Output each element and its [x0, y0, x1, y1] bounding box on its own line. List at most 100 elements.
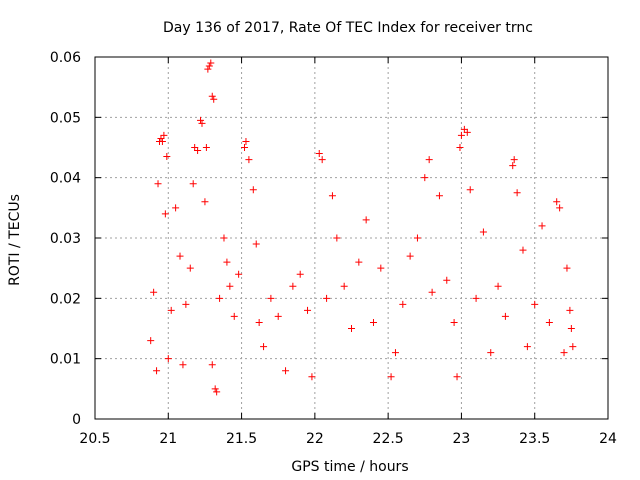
x-tick-label: 23: [453, 431, 471, 447]
data-point: [235, 270, 243, 278]
data-point: [428, 288, 436, 296]
data-point: [208, 92, 216, 100]
data-point: [479, 228, 487, 236]
data-point: [153, 367, 161, 375]
data-point: [191, 144, 199, 151]
y-axis-label: ROTI / TECUs: [7, 194, 23, 286]
data-point: [513, 189, 521, 197]
data-point: [267, 294, 275, 302]
data-point: [421, 174, 429, 182]
x-tick-label: 22.5: [373, 431, 404, 447]
x-tick-label: 23.5: [519, 431, 550, 447]
data-point: [198, 119, 206, 127]
data-point: [510, 156, 518, 164]
data-point: [563, 264, 571, 272]
y-tick-label: 0.06: [50, 50, 81, 66]
data-point: [230, 312, 238, 320]
y-tick-label: 0.01: [50, 352, 81, 368]
x-tick-label: 24: [599, 431, 617, 447]
data-point: [147, 337, 155, 345]
data-point: [245, 156, 253, 164]
data-point: [304, 306, 312, 314]
data-point: [425, 156, 433, 164]
data-point: [466, 186, 474, 194]
data-point: [560, 349, 568, 357]
data-point: [157, 134, 165, 142]
y-tick-label: 0.03: [50, 231, 81, 247]
data-point: [463, 128, 471, 136]
grid-lines: [95, 57, 608, 419]
data-point: [216, 294, 224, 302]
data-point: [220, 234, 228, 242]
data-point: [348, 325, 355, 332]
data-point: [556, 204, 564, 212]
data-point: [456, 144, 464, 151]
data-point: [213, 388, 221, 396]
data-point: [179, 361, 187, 369]
y-tick-label: 0: [72, 412, 81, 428]
data-point: [523, 343, 531, 351]
data-point: [189, 180, 197, 188]
data-point: [413, 234, 421, 242]
data-point: [201, 198, 209, 206]
data-point: [154, 180, 162, 188]
data-point: [494, 282, 502, 290]
data-point: [318, 156, 326, 164]
x-tick-label: 21.5: [226, 431, 257, 447]
x-tick-label: 22: [306, 431, 324, 447]
data-point: [296, 270, 304, 278]
data-point: [186, 264, 194, 272]
axis-ticks: 20.5 21 21.5 22 22.5 23 23.5 24 0 0.01 0.02 0.03 0.0…: [50, 50, 617, 447]
data-point: [472, 294, 480, 302]
data-point: [566, 306, 574, 314]
data-point: [450, 318, 458, 326]
data-point: [553, 198, 561, 206]
x-tick-label: 20.5: [79, 431, 110, 447]
data-point: [391, 349, 399, 357]
y-tick-label: 0.02: [50, 291, 81, 307]
data-point: [328, 192, 336, 200]
data-point: [399, 300, 407, 308]
data-point: [211, 385, 219, 393]
data-point: [197, 116, 205, 124]
data-point: [435, 192, 443, 200]
data-point: [333, 234, 341, 242]
data-point: [241, 144, 249, 151]
data-point: [460, 125, 468, 133]
y-tick-label: 0.04: [50, 171, 81, 187]
data-point: [161, 210, 169, 218]
data-point: [150, 288, 158, 296]
data-point: [176, 252, 184, 260]
data-point: [202, 144, 210, 151]
data-point: [208, 361, 216, 369]
data-point: [182, 300, 190, 308]
data-point: [531, 300, 539, 308]
data-point: [172, 204, 180, 212]
data-point: [387, 373, 395, 381]
data-point: [308, 373, 316, 381]
data-point: [255, 318, 263, 326]
data-point: [158, 137, 166, 145]
x-axis-label: GPS time / hours: [291, 459, 408, 475]
data-point: [260, 343, 268, 351]
data-point: [509, 162, 517, 170]
data-point: [340, 282, 348, 290]
data-point: [223, 258, 231, 266]
data-point: [249, 186, 257, 194]
data-point: [443, 276, 451, 284]
data-point: [487, 349, 495, 357]
data-point: [538, 222, 546, 230]
data-point: [204, 65, 212, 73]
x-tick-label: 21: [159, 431, 177, 447]
data-point: [289, 282, 297, 290]
chart-title: Day 136 of 2017, Rate Of TEC Index for r…: [163, 20, 533, 36]
data-points: [147, 59, 577, 396]
data-point: [167, 306, 175, 314]
data-point: [282, 367, 290, 375]
data-point: [406, 252, 414, 260]
data-point: [377, 264, 385, 272]
data-point: [274, 312, 282, 320]
data-point: [355, 258, 363, 266]
data-point: [362, 216, 370, 224]
